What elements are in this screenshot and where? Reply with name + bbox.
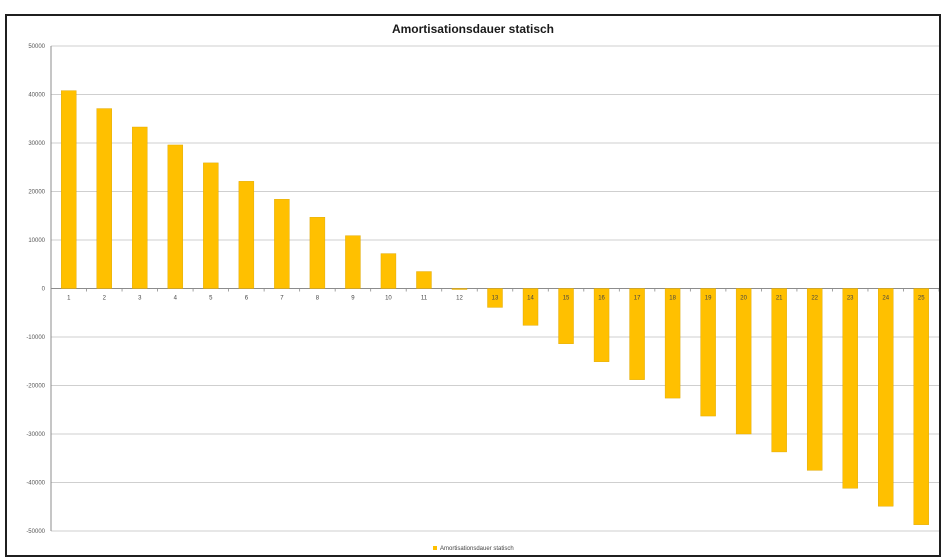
y-tick-label: 40000 [28, 93, 45, 99]
chart-title: Amortisationsdauer statisch [392, 22, 554, 36]
bar [380, 253, 397, 289]
legend: Amortisationsdauer statisch [433, 546, 514, 552]
y-tick-label: -30000 [26, 432, 45, 438]
axes: 50000 40000 30000 20000 10000 0 -10000 -20000 -3… [26, 44, 939, 535]
x-tick-label: 8 [316, 296, 320, 302]
x-tick-label: 20 [740, 296, 747, 302]
x-tick-label: 1 [67, 296, 71, 302]
bar [878, 288, 894, 507]
x-tick-label: 25 [918, 296, 925, 302]
x-tick-label: 6 [245, 296, 249, 302]
legend-swatch [433, 546, 437, 550]
x-tick-label: 5 [209, 296, 213, 302]
y-tick-label: -20000 [26, 384, 45, 390]
y-tick-label: -40000 [26, 481, 45, 487]
bar [96, 108, 112, 289]
bar [203, 162, 219, 289]
x-tick-label: 10 [385, 296, 392, 302]
bar [558, 288, 574, 344]
y-tick-label: 10000 [28, 238, 45, 244]
y-tick-label: 50000 [28, 44, 45, 50]
bar [451, 288, 468, 290]
bar [522, 288, 539, 326]
x-tick-label: 3 [138, 296, 142, 302]
y-tick-label: 30000 [28, 141, 45, 147]
x-tick-label: 2 [103, 296, 107, 302]
x-tick-label: 17 [634, 296, 641, 302]
bar [771, 288, 787, 453]
x-tick-label: 15 [563, 296, 570, 302]
x-tick-label: 7 [280, 296, 284, 302]
bar [913, 288, 929, 525]
bar [629, 288, 645, 380]
x-tick-label: 13 [492, 296, 499, 302]
x-tick-label: 14 [527, 296, 534, 302]
y-tick-label: 20000 [28, 190, 45, 196]
bar [487, 288, 503, 308]
x-tick-label: 24 [882, 296, 889, 302]
y-tick-label: -10000 [26, 335, 45, 341]
chart-canvas: Amortisationsdauer statisch 500004000030… [26, 22, 939, 552]
bar [167, 144, 184, 289]
x-tick-label: 23 [847, 296, 854, 302]
bar [238, 181, 255, 289]
x-tick-label: 9 [351, 296, 355, 302]
x-tick-label: 19 [705, 296, 712, 302]
bar [593, 288, 610, 362]
bar [700, 288, 716, 417]
bar [345, 235, 361, 289]
x-tick-label: 12 [456, 296, 463, 302]
bar [61, 90, 77, 289]
bar [309, 216, 326, 289]
bar [664, 288, 681, 399]
bars [61, 90, 929, 525]
chart-area: Amortisationsdauer statisch 50000 40000 30… [5, 14, 941, 557]
x-tick-label: 16 [598, 296, 605, 302]
y-tick-label: -50000 [26, 529, 45, 535]
bar [806, 288, 823, 471]
legend-label: Amortisationsdauer statisch [440, 546, 514, 552]
x-tick-label: 11 [421, 296, 428, 302]
bar [416, 271, 432, 289]
x-tick-label: 21 [776, 296, 783, 302]
y-tick-label: 0 [42, 287, 46, 293]
bar [274, 199, 290, 289]
bar [842, 288, 858, 489]
x-tick-label: 18 [669, 296, 676, 302]
bar [735, 288, 752, 435]
x-tick-label: 22 [811, 296, 818, 302]
x-tick-label: 4 [174, 296, 178, 302]
bar [132, 126, 148, 289]
